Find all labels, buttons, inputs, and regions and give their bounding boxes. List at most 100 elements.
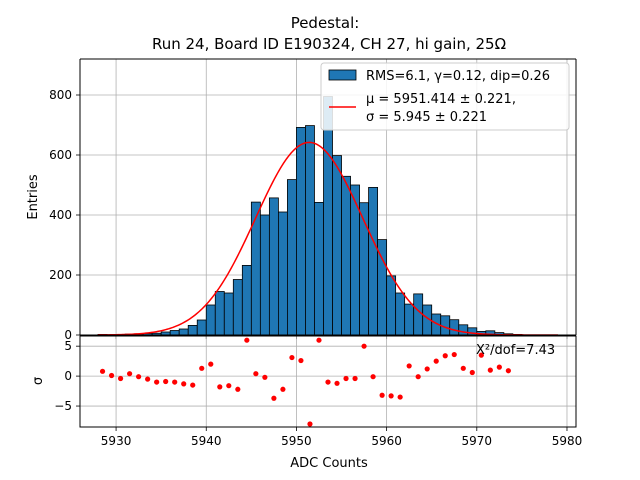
residual-point xyxy=(145,376,151,382)
residual-point xyxy=(181,381,187,387)
histogram-bar xyxy=(413,293,424,336)
legend-swatch-histogram xyxy=(328,69,357,81)
bottom-frame xyxy=(79,335,577,428)
residual-point xyxy=(388,393,394,399)
histogram-bar xyxy=(277,211,288,336)
residual-point xyxy=(361,343,367,349)
histogram-bar xyxy=(268,197,279,336)
legend: RMS=6.1, γ=0.12, dip=0.26 μ = 5951.414 ±… xyxy=(320,62,570,131)
bottom-axes: 5930 5940 5950 5960 5970 5980 −5 0 5 xyxy=(54,335,583,448)
residual-point xyxy=(298,357,304,364)
residual-point xyxy=(199,365,205,371)
histogram-bar xyxy=(241,264,252,336)
residual-point xyxy=(108,372,115,379)
histogram-bar xyxy=(169,330,180,336)
residual-point xyxy=(217,384,223,390)
top-y-tick-label: 600 xyxy=(49,148,72,162)
residual-point xyxy=(496,364,502,370)
residual-point xyxy=(271,395,277,401)
residual-points xyxy=(99,337,511,427)
histogram-bar xyxy=(196,319,207,336)
chart-title-line2: Run 24, Board ID E190324, CH 27, hi gain… xyxy=(152,35,506,53)
legend-label-histogram: RMS=6.1, γ=0.12, dip=0.26 xyxy=(366,69,550,84)
residual-point xyxy=(244,337,250,343)
residual-point xyxy=(154,379,160,385)
x-tick-label: 5970 xyxy=(462,434,493,448)
histogram-bar xyxy=(205,304,216,336)
histogram-bar xyxy=(305,125,315,336)
residual-point xyxy=(325,379,331,385)
histogram-bar xyxy=(259,214,270,336)
histogram-bar xyxy=(287,179,297,336)
histogram-bar xyxy=(250,201,261,336)
residual-point xyxy=(370,374,376,380)
x-tick-label: 5980 xyxy=(552,434,583,448)
histogram-bar xyxy=(223,292,234,336)
bottom-y-tick-label: 0 xyxy=(64,369,72,383)
residual-point xyxy=(343,375,349,382)
residual-point xyxy=(433,358,439,364)
histogram-bar xyxy=(449,319,460,336)
bottom-y-axis-label: σ xyxy=(31,377,46,385)
residual-point xyxy=(136,374,142,380)
histogram-bar xyxy=(458,324,469,336)
histogram-bar xyxy=(232,279,243,336)
residual-point xyxy=(99,368,106,374)
top-y-axis-label: Entries xyxy=(26,174,41,220)
x-tick-label: 5930 xyxy=(101,434,132,448)
residual-point xyxy=(163,378,169,385)
residual-point xyxy=(226,383,232,389)
x-tick-label: 5960 xyxy=(371,434,402,448)
residual-point xyxy=(208,361,214,367)
x-tick-label: 5950 xyxy=(281,434,312,448)
histogram-bar xyxy=(404,303,415,336)
histogram-bar xyxy=(187,324,198,336)
residual-point xyxy=(505,368,511,374)
residual-point xyxy=(424,366,430,372)
gaussian-fit-curve xyxy=(98,141,558,336)
top-y-tick-label: 400 xyxy=(49,208,72,222)
residual-point xyxy=(235,386,241,392)
legend-label-fit-sigma: σ = 5.945 ± 0.221 xyxy=(366,110,487,125)
x-tick-label: 5940 xyxy=(191,434,222,448)
residual-point xyxy=(262,374,268,380)
histogram-bar xyxy=(332,155,342,336)
bottom-panel: 5930 5940 5950 5960 5970 5980 −5 0 5 σ Χ²/dof=7.… xyxy=(31,335,583,471)
bottom-y-tick-label: 5 xyxy=(64,339,72,353)
histogram-bar xyxy=(368,186,378,336)
top-y-tick-label: 200 xyxy=(49,268,72,282)
histogram-bar xyxy=(341,175,351,336)
histogram-bar xyxy=(178,328,189,336)
residual-point xyxy=(127,371,133,377)
residual-point xyxy=(406,363,412,369)
x-axis-label: ADC Counts xyxy=(290,456,368,471)
residual-point xyxy=(469,369,475,376)
bottom-y-tick-label: −5 xyxy=(54,399,72,413)
residual-point xyxy=(307,421,313,427)
residual-point xyxy=(253,371,259,377)
residual-point xyxy=(487,367,493,373)
bottom-grid xyxy=(80,336,576,427)
histogram-bar xyxy=(395,292,406,336)
residual-point xyxy=(415,374,421,380)
histogram-bar xyxy=(323,96,333,336)
residual-point xyxy=(289,354,295,361)
residual-point xyxy=(379,392,385,398)
top-panel: 0 200 400 600 800 Entries RMS=6.1, γ=0.12, d… xyxy=(26,58,577,342)
residual-point xyxy=(172,379,178,385)
residual-point xyxy=(117,375,124,382)
histogram-bar xyxy=(296,127,306,336)
legend-frame xyxy=(320,62,570,131)
histogram-bars xyxy=(97,96,523,336)
residual-point xyxy=(280,386,286,392)
residual-point xyxy=(190,382,196,388)
histogram-bar xyxy=(214,291,225,336)
legend-label-fit-mu: μ = 5951.414 ± 0.221, xyxy=(366,92,516,107)
residual-point xyxy=(442,353,448,359)
residual-point xyxy=(316,337,322,343)
histogram-bar xyxy=(314,201,324,336)
residual-point xyxy=(334,380,340,386)
top-y-tick-label: 0 xyxy=(64,328,72,342)
residual-point xyxy=(352,375,358,382)
